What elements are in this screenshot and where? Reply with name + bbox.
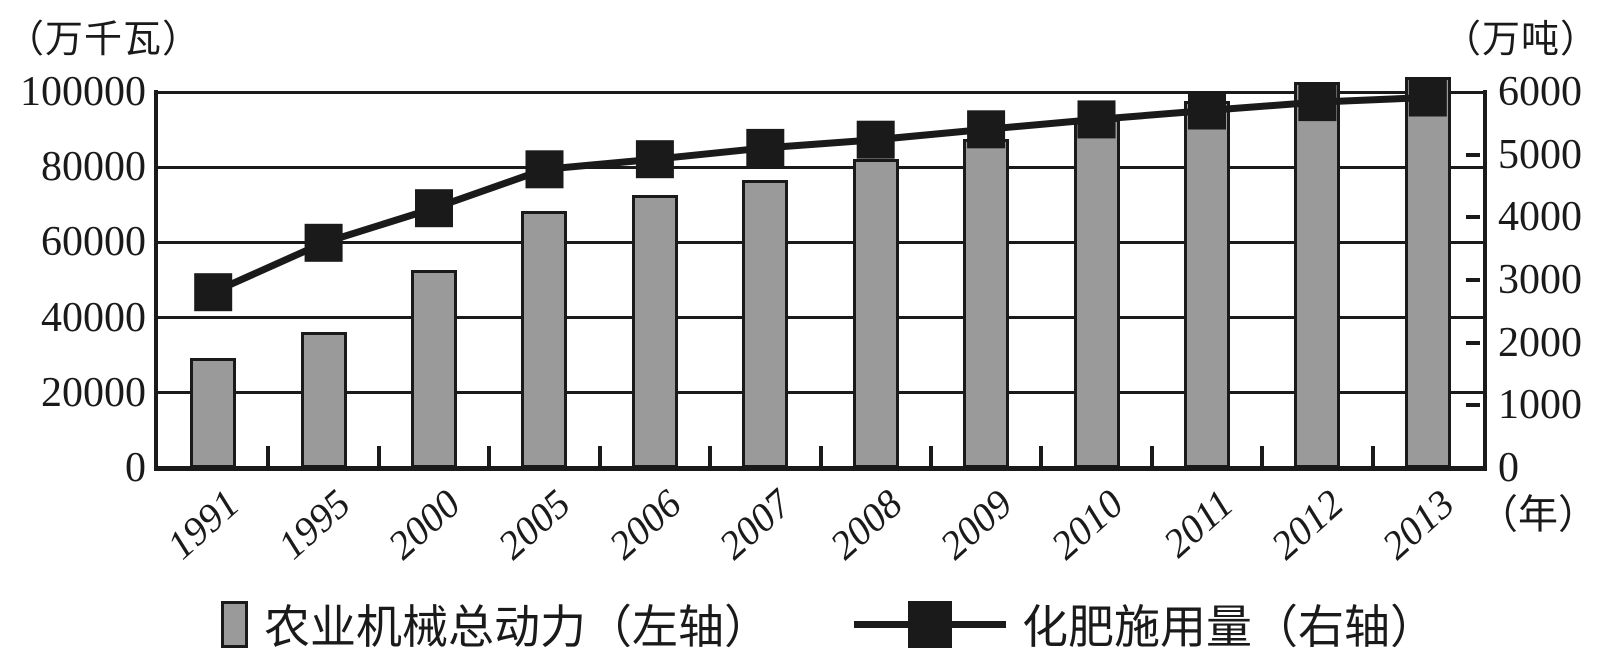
line-marker-1991 bbox=[194, 273, 233, 312]
x-axis-year-label: 2000 bbox=[379, 480, 469, 568]
x-axis-year-label: 1991 bbox=[158, 480, 248, 568]
right-axis-tick-label: 5000 bbox=[1498, 131, 1582, 178]
legend-item-machinery: 农业机械总动力（左轴） bbox=[221, 591, 770, 657]
x-axis-tick bbox=[708, 446, 713, 468]
x-axis-tick bbox=[928, 446, 933, 468]
gridline bbox=[158, 240, 1483, 244]
x-axis-tick bbox=[818, 446, 823, 468]
line-marker-2011 bbox=[1188, 91, 1226, 130]
x-axis-year-label: 2013 bbox=[1372, 480, 1463, 568]
right-axis-unit-label: （万吨） bbox=[1442, 19, 1599, 61]
gridline bbox=[158, 90, 1483, 94]
left-axis-tick-label: 0 bbox=[125, 445, 146, 491]
right-axis-tick bbox=[1466, 403, 1480, 408]
line-marker-2006 bbox=[635, 140, 674, 179]
bar-1995 bbox=[300, 332, 347, 468]
x-axis-year-label: 1995 bbox=[268, 480, 359, 568]
legend-item-fertilizer: 化肥施用量（右轴） bbox=[854, 591, 1436, 657]
line-marker-2013 bbox=[1408, 78, 1447, 117]
x-axis-year-label: 2009 bbox=[931, 480, 1021, 568]
right-axis-tick bbox=[1466, 278, 1480, 282]
x-axis-year-label: 2005 bbox=[489, 480, 580, 568]
line-marker-2010 bbox=[1077, 100, 1116, 139]
x-axis-tick bbox=[266, 446, 271, 468]
line-marker-2007 bbox=[746, 128, 785, 167]
right-axis-tick-label: 3000 bbox=[1498, 257, 1582, 303]
line-marker-2012 bbox=[1298, 83, 1337, 122]
right-axis-tick-label: 2000 bbox=[1498, 319, 1582, 366]
x-axis-tick bbox=[597, 446, 602, 468]
bar-2007 bbox=[742, 180, 789, 468]
bar-2009 bbox=[963, 139, 1010, 468]
line-marker-2009 bbox=[967, 110, 1006, 149]
line-marker-2008 bbox=[856, 120, 895, 159]
left-axis-tick-label: 100000 bbox=[20, 69, 146, 115]
right-axis-tick-label: 4000 bbox=[1498, 194, 1582, 241]
x-axis-tick bbox=[1149, 446, 1154, 468]
x-axis-year-label: 2010 bbox=[1041, 480, 1132, 568]
x-axis-tick bbox=[1039, 446, 1044, 468]
gridline bbox=[158, 316, 1483, 320]
x-axis-unit-label: （年） bbox=[1478, 492, 1598, 537]
x-axis-tick bbox=[376, 446, 381, 468]
right-axis-tick bbox=[1466, 340, 1480, 345]
legend: 农业机械总动力（左轴） 化肥施用量（右轴） bbox=[0, 592, 1607, 656]
x-axis-year-label: 2012 bbox=[1262, 480, 1353, 568]
x-axis-tick bbox=[1370, 446, 1375, 468]
right-axis-tick bbox=[1466, 152, 1480, 157]
x-axis-year-label: 2011 bbox=[1154, 480, 1242, 566]
legend-label-fertilizer: 化肥施用量（右轴） bbox=[1022, 602, 1436, 653]
legend-label-machinery: 农业机械总动力（左轴） bbox=[264, 602, 770, 653]
bar-2013 bbox=[1404, 77, 1451, 468]
left-axis-line bbox=[154, 90, 158, 471]
legend-bar-swatch-icon bbox=[221, 600, 248, 648]
x-axis-year-label: 2008 bbox=[820, 480, 911, 568]
line-marker-2005 bbox=[525, 150, 564, 189]
right-axis-tick-label: 0 bbox=[1498, 445, 1519, 491]
x-axis-year-label: 2006 bbox=[600, 480, 690, 568]
x-axis-line bbox=[154, 466, 1487, 471]
bar-2010 bbox=[1073, 119, 1120, 468]
right-axis-line bbox=[1483, 90, 1487, 471]
right-axis-tick-label: 6000 bbox=[1498, 69, 1582, 115]
line-marker-2000 bbox=[415, 189, 453, 228]
left-axis-tick-label: 20000 bbox=[41, 369, 146, 416]
right-axis-tick bbox=[1466, 215, 1480, 220]
bar-2005 bbox=[521, 210, 568, 468]
gridline bbox=[158, 165, 1483, 169]
trend-line-layer bbox=[194, 78, 1447, 312]
legend-line-marker-icon bbox=[854, 600, 1006, 648]
left-axis-unit-label: （万千瓦） bbox=[6, 19, 202, 61]
left-axis-tick-label: 80000 bbox=[41, 144, 146, 191]
bar-1991 bbox=[190, 357, 237, 468]
x-axis-tick bbox=[1260, 446, 1265, 468]
trend-line bbox=[211, 94, 1428, 296]
gridline bbox=[158, 391, 1483, 395]
left-axis-tick-label: 40000 bbox=[41, 294, 146, 341]
legend-square-marker bbox=[908, 600, 952, 648]
bar-2006 bbox=[631, 195, 678, 468]
left-axis-tick-label: 60000 bbox=[41, 219, 146, 266]
x-axis-tick bbox=[487, 446, 492, 468]
plot-area bbox=[158, 77, 1483, 468]
line-marker-1995 bbox=[304, 223, 343, 262]
right-axis-tick-label: 1000 bbox=[1498, 382, 1582, 429]
bar-2000 bbox=[411, 270, 458, 468]
x-axis-year-label: 2007 bbox=[710, 480, 801, 568]
bar-2008 bbox=[852, 158, 899, 468]
bar-2012 bbox=[1294, 82, 1341, 468]
bar-2011 bbox=[1183, 100, 1230, 468]
